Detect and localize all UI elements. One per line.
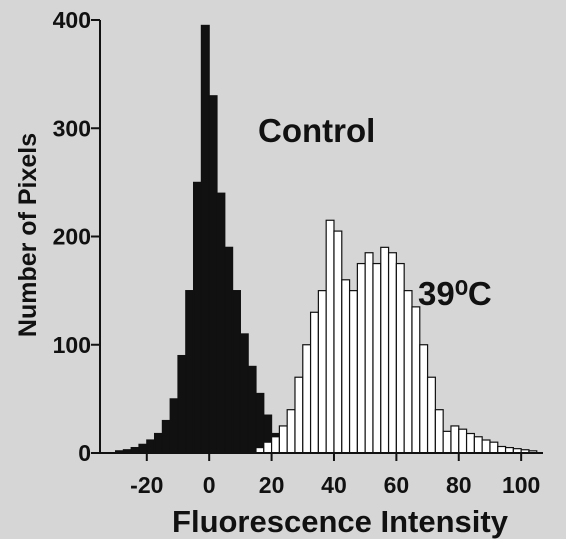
bar xyxy=(458,428,468,454)
y-axis-label: Number of Pixels xyxy=(14,133,42,337)
bar xyxy=(302,344,312,454)
bar xyxy=(161,419,171,454)
x-tick-label: -20 xyxy=(130,472,163,498)
bar xyxy=(450,425,460,454)
bar xyxy=(216,192,226,454)
x-tick-label: 80 xyxy=(446,472,472,498)
bar xyxy=(255,392,265,454)
bar xyxy=(473,436,483,454)
bar xyxy=(387,252,397,454)
bar xyxy=(200,24,210,454)
y-tick-label: 300 xyxy=(53,115,91,141)
bar xyxy=(231,290,241,454)
y-tick-label: 0 xyxy=(78,440,91,466)
bar xyxy=(208,95,218,454)
series-label: 39⁰C xyxy=(418,275,492,312)
bar xyxy=(263,441,273,454)
bar xyxy=(426,376,436,454)
bar xyxy=(481,439,491,454)
bar xyxy=(247,365,257,454)
bar xyxy=(169,398,179,454)
bar xyxy=(309,311,319,454)
bar xyxy=(348,290,358,454)
bar xyxy=(411,306,421,454)
bar xyxy=(317,290,327,454)
bar xyxy=(380,246,390,454)
bar xyxy=(192,181,202,454)
x-tick-label: 20 xyxy=(259,472,285,498)
y-tick-label: 400 xyxy=(53,7,91,33)
x-tick-label: 0 xyxy=(203,472,216,498)
x-tick-label: 100 xyxy=(502,472,540,498)
bar xyxy=(465,432,475,454)
bar xyxy=(239,333,249,454)
bar xyxy=(333,230,343,454)
bar xyxy=(372,262,382,454)
bar xyxy=(177,354,187,454)
x-tick-label: 60 xyxy=(384,472,410,498)
x-tick-label: 40 xyxy=(321,472,347,498)
bar xyxy=(442,430,452,454)
bar xyxy=(224,246,234,454)
bar xyxy=(364,252,374,454)
series-label: Control xyxy=(258,112,375,149)
y-tick-label: 200 xyxy=(53,224,91,250)
bar xyxy=(341,279,351,454)
bar xyxy=(434,409,444,454)
bar xyxy=(403,290,413,454)
bar xyxy=(356,262,366,454)
bar xyxy=(489,441,499,454)
bar xyxy=(153,432,163,454)
bar xyxy=(419,344,429,454)
y-tick-label: 100 xyxy=(53,332,91,358)
bar xyxy=(270,436,280,454)
bar xyxy=(146,439,156,454)
x-axis-label: Fluorescence Intensity xyxy=(172,504,509,539)
bar xyxy=(294,376,304,454)
bar xyxy=(138,443,148,454)
bar xyxy=(286,409,296,454)
bar xyxy=(325,219,335,454)
bar xyxy=(185,290,195,454)
bar xyxy=(278,425,288,454)
bar xyxy=(395,262,405,454)
